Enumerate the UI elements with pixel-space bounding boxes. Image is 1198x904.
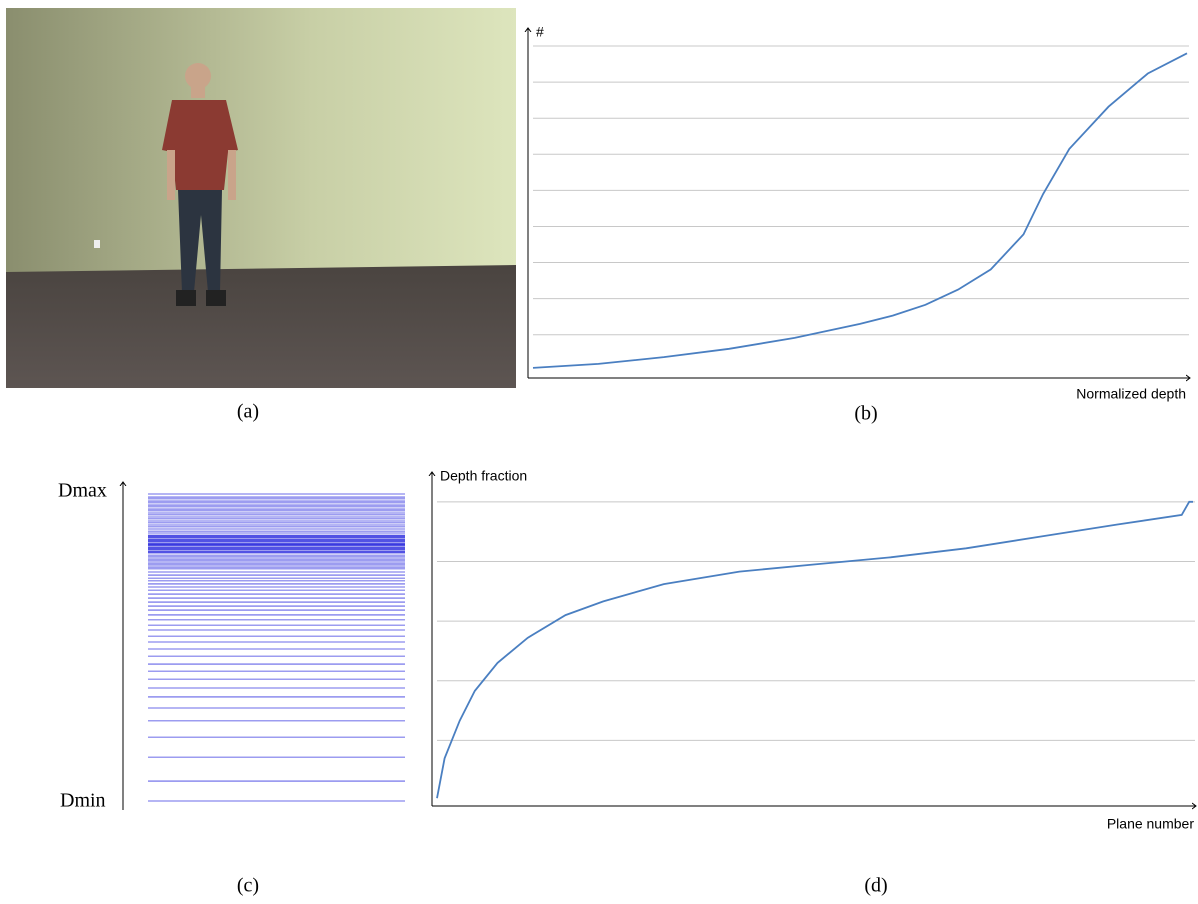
data-line <box>436 500 1193 799</box>
x-axis-label: Normalized depth <box>1076 386 1186 402</box>
photo <box>6 8 516 388</box>
planes <box>148 493 405 802</box>
dmax-label: Dmax <box>58 480 107 502</box>
y-axis-label: Depth fraction <box>440 468 527 484</box>
charts: # Normalized depth (b) Depth fraction Plane … <box>432 24 1196 897</box>
data-line <box>532 52 1188 369</box>
x-axis-label: Plane number <box>1107 816 1195 832</box>
caption: (d) <box>864 875 887 897</box>
caption: (b) <box>854 403 877 425</box>
dmin-label: Dmin <box>60 790 106 812</box>
caption: (a) <box>237 401 259 423</box>
y-axis-label: # <box>536 24 544 40</box>
caption: (c) <box>237 875 259 897</box>
